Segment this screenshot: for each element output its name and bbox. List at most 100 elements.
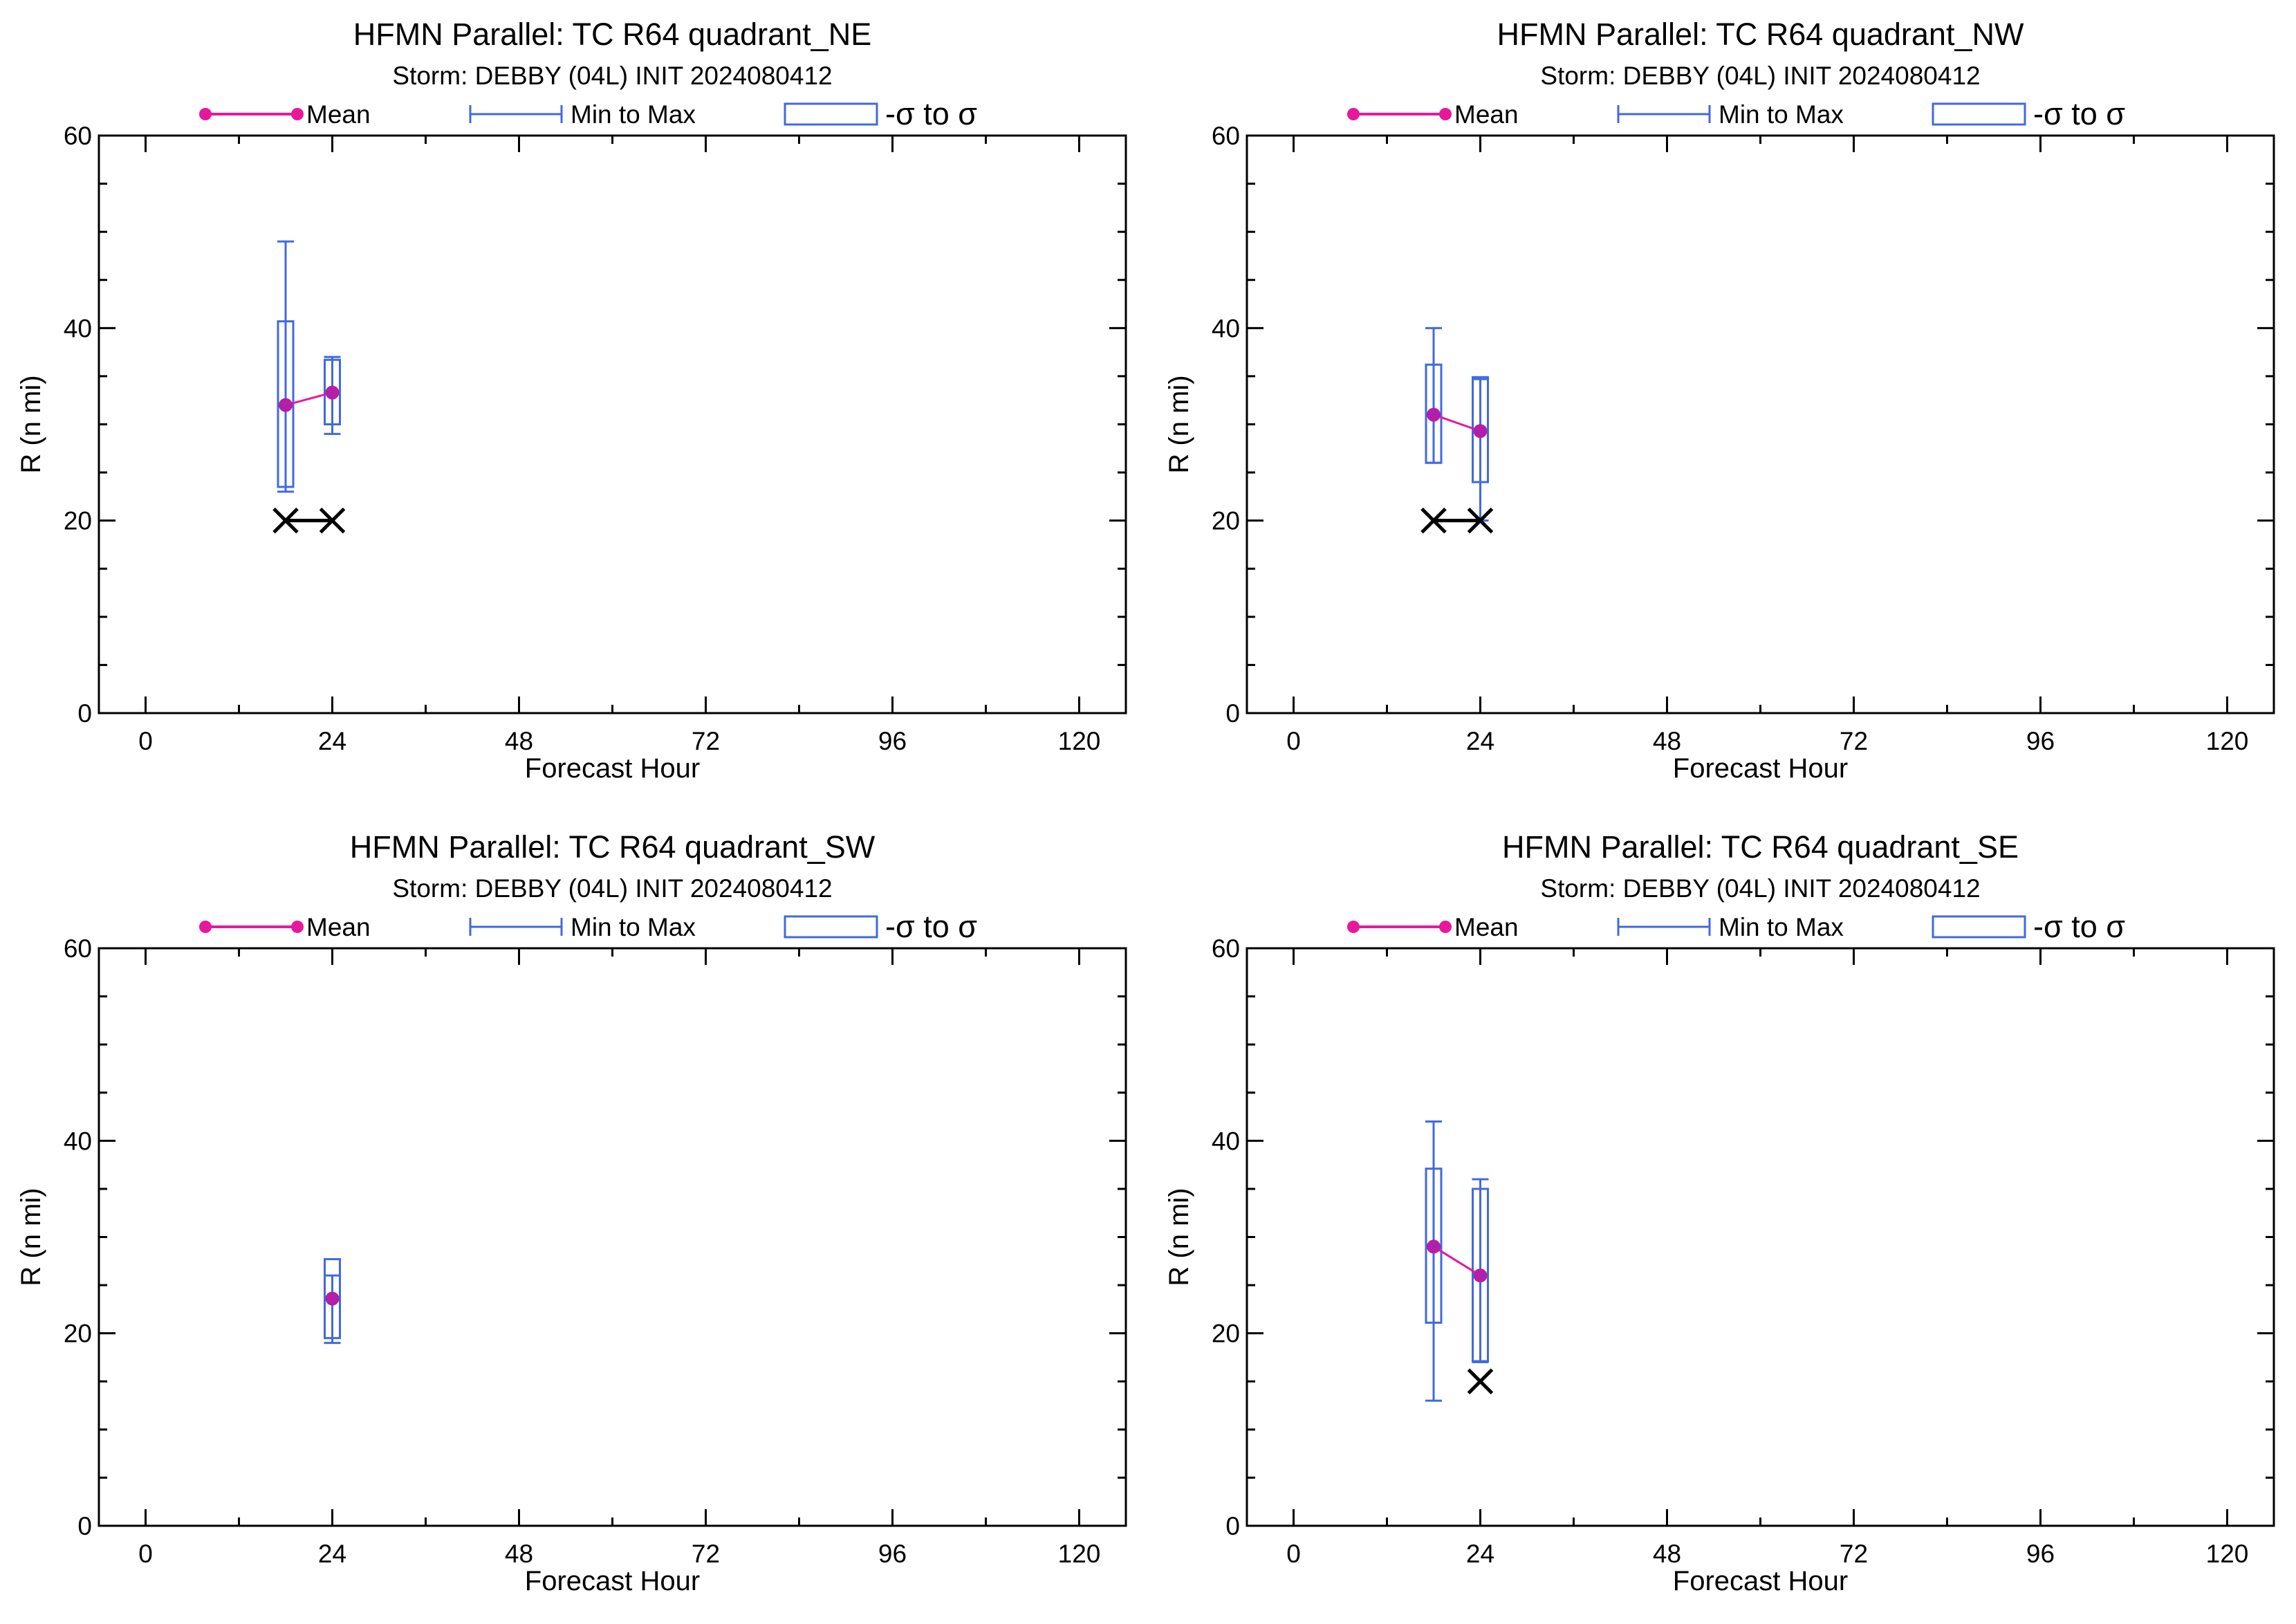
observed-marker-stroke — [1467, 1368, 1494, 1395]
sigma-box — [1425, 1168, 1443, 1324]
legend-minmax-label: Min to Max — [1719, 913, 1844, 941]
observed-marker-stroke — [1420, 507, 1447, 534]
chart-title: HFMN Parallel: TC R64 quadrant_SW — [350, 829, 876, 865]
x-tick-label: 24 — [1466, 727, 1494, 755]
mean-line — [1433, 414, 1481, 432]
mean-point — [1427, 407, 1441, 422]
y-tick-label: 0 — [77, 699, 92, 728]
y-tick-label: 0 — [77, 1512, 92, 1540]
y-tick-label: 40 — [64, 314, 92, 342]
legend-minmax-label: Min to Max — [1719, 100, 1844, 129]
x-tick-label: 0 — [1286, 1540, 1301, 1568]
sigma-box — [1472, 1188, 1489, 1363]
legend: Mean Min to Max -σ to σ — [199, 909, 977, 944]
y-tick-label: 60 — [1212, 934, 1240, 963]
y-tick-label: 60 — [64, 122, 92, 150]
x-axis-label: Forecast Hour — [1673, 1566, 1848, 1596]
x-tick-label: 96 — [878, 727, 907, 755]
y-axis-label: R (n mi) — [1164, 1188, 1194, 1286]
chart-subtitle: Storm: DEBBY (04L) INIT 2024080412 — [392, 874, 832, 903]
observed-marker — [1467, 507, 1494, 534]
chart-title: HFMN Parallel: TC R64 quadrant_NW — [1497, 17, 2024, 52]
x-tick-label: 24 — [1466, 1540, 1494, 1568]
y-axis-label: R (n mi) — [16, 375, 46, 473]
observed-marker — [272, 507, 299, 534]
legend-sigma-label: -σ to σ — [885, 909, 977, 944]
chart-subtitle: Storm: DEBBY (04L) INIT 2024080412 — [392, 62, 832, 90]
x-tick-label: 96 — [2026, 1540, 2055, 1568]
x-axis-label: Forecast Hour — [1673, 753, 1848, 784]
observed-marker — [319, 507, 346, 534]
mean-point — [325, 385, 340, 400]
mean-line — [1433, 1246, 1481, 1277]
x-tick-label: 0 — [1286, 727, 1301, 755]
x-tick-label: 120 — [1058, 727, 1101, 755]
y-tick-label: 20 — [64, 1320, 92, 1348]
sigma-box — [324, 358, 341, 426]
y-tick-label: 0 — [1225, 1512, 1240, 1540]
observed-marker — [1420, 507, 1447, 534]
sigma-box — [1472, 376, 1489, 483]
legend-mean-marker — [291, 921, 304, 933]
legend-sigma-box — [1932, 102, 2026, 126]
legend: Mean Min to Max -σ to σ — [1347, 909, 2125, 944]
x-tick-label: 0 — [138, 727, 153, 755]
legend-sigma-box — [1932, 915, 2026, 939]
legend: Mean Min to Max -σ to σ — [199, 96, 977, 131]
mean-line — [285, 391, 333, 407]
legend-minmax-label: Min to Max — [571, 913, 696, 941]
sigma-box — [277, 320, 295, 488]
observed-marker-stroke — [1467, 507, 1494, 534]
y-tick-label: 0 — [1225, 699, 1240, 728]
chart-title: HFMN Parallel: TC R64 quadrant_NE — [353, 17, 871, 52]
x-tick-label: 24 — [318, 727, 346, 755]
legend-mean-label: Mean — [306, 913, 371, 941]
legend-sigma-label: -σ to σ — [2033, 909, 2125, 944]
chart-subtitle: Storm: DEBBY (04L) INIT 2024080412 — [1540, 874, 1980, 903]
legend-mean-label: Mean — [1454, 913, 1519, 941]
legend-mean-label: Mean — [1454, 100, 1519, 129]
mean-point — [1473, 1268, 1488, 1283]
x-tick-label: 72 — [692, 727, 720, 755]
mean-point — [279, 398, 293, 412]
y-tick-label: 20 — [64, 507, 92, 535]
plot-frame — [98, 134, 1127, 714]
y-axis-label: R (n mi) — [16, 1188, 46, 1286]
x-tick-label: 48 — [505, 1540, 533, 1568]
sigma-box — [1425, 363, 1443, 464]
y-tick-label: 20 — [1212, 507, 1240, 535]
x-tick-label: 72 — [1840, 727, 1868, 755]
legend-sigma-box — [784, 915, 878, 939]
observed-marker-stroke — [272, 507, 299, 534]
chart-panel: HFMN Parallel: TC R64 quadrant_NW Storm: … — [1164, 17, 2275, 784]
plot-frame — [98, 947, 1127, 1527]
y-tick-label: 60 — [64, 934, 92, 963]
chart-panel: HFMN Parallel: TC R64 quadrant_SE Storm: … — [1164, 829, 2275, 1596]
mean-point — [1473, 424, 1488, 439]
plot-frame — [1246, 134, 2275, 714]
legend-mean-marker — [291, 108, 304, 120]
x-tick-label: 24 — [318, 1540, 346, 1568]
y-tick-label: 40 — [64, 1127, 92, 1155]
y-axis-label: R (n mi) — [1164, 375, 1194, 473]
legend-mean-marker — [1347, 108, 1360, 120]
x-tick-label: 72 — [1840, 1540, 1868, 1568]
x-tick-label: 96 — [878, 1540, 907, 1568]
x-tick-label: 0 — [138, 1540, 153, 1568]
chart-panel: HFMN Parallel: TC R64 quadrant_SW Storm: … — [16, 829, 1127, 1596]
x-axis-label: Forecast Hour — [525, 753, 700, 784]
plot-frame — [1246, 947, 2275, 1527]
y-tick-label: 20 — [1212, 1320, 1240, 1348]
mean-point — [1427, 1239, 1441, 1254]
x-tick-label: 96 — [2026, 727, 2055, 755]
legend-mean-label: Mean — [306, 100, 371, 129]
x-axis-label: Forecast Hour — [525, 1566, 700, 1596]
chart-title: HFMN Parallel: TC R64 quadrant_SE — [1502, 829, 2019, 865]
legend-mean-marker — [199, 921, 212, 933]
legend-sigma-label: -σ to σ — [885, 96, 977, 131]
y-tick-label: 40 — [1212, 314, 1240, 342]
legend: Mean Min to Max -σ to σ — [1347, 96, 2125, 131]
legend-sigma-box — [784, 102, 878, 126]
legend-mean-marker — [199, 108, 212, 120]
